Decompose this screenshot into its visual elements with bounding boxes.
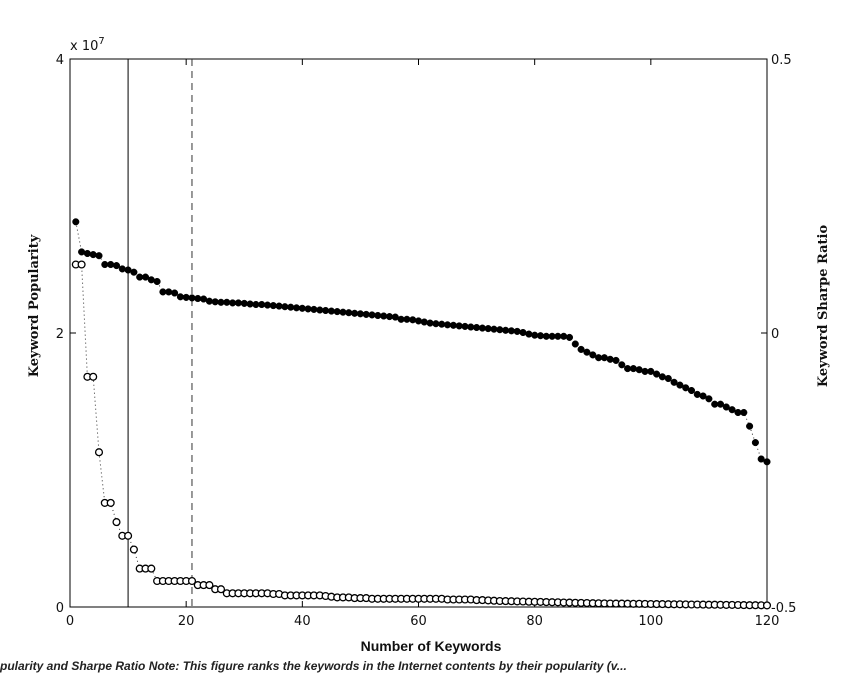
series-1-point [600, 354, 608, 362]
x-tick-label: 40 [294, 614, 311, 629]
series-1-point [757, 455, 765, 463]
series-1-point [763, 458, 771, 466]
series-1-point [107, 260, 115, 269]
series-1-point [420, 318, 428, 326]
series-1-point [141, 273, 150, 281]
series-1-point [565, 333, 574, 341]
series-1-point [682, 384, 690, 392]
series-1-point [414, 317, 423, 325]
series-0-point [77, 260, 86, 269]
series-0-point [187, 576, 197, 586]
series-1-point [513, 327, 521, 335]
series-1-point [658, 373, 666, 381]
series-1-point [606, 355, 614, 363]
series-1-point [165, 288, 173, 296]
series-1-point [577, 345, 585, 353]
y-right-tick-label: 0 [771, 327, 779, 342]
series-0-point [112, 518, 121, 527]
series-points [71, 218, 772, 610]
series-1-point [374, 311, 382, 320]
x-tick-label: 60 [410, 614, 427, 629]
series-1-point [705, 395, 713, 403]
series-1-point [728, 406, 736, 414]
series-1-point [519, 328, 527, 337]
series-1-point [653, 370, 661, 378]
series-1-point [693, 390, 701, 398]
series-1-point [612, 356, 620, 364]
y-left-tick-label: 2 [56, 327, 64, 342]
series-0-point [216, 585, 226, 594]
series-0-point [106, 498, 115, 507]
series-1-point [560, 332, 568, 340]
series-1-point [89, 251, 97, 259]
series-1-point [571, 340, 579, 348]
series-1-point [83, 249, 91, 258]
series-1-point [95, 252, 103, 260]
series-1-point [629, 365, 637, 373]
series-1-point [310, 305, 318, 313]
series-1-point [409, 316, 417, 324]
x-tick-label: 20 [178, 614, 195, 629]
tick-labels: 0 20 40 60 80 100 120 0 2 4 -0.5 0 0.5 [56, 53, 797, 629]
series-1-point [130, 268, 138, 276]
x-tick-label: 100 [638, 614, 663, 629]
series-0-point [205, 581, 214, 590]
series-1-point [234, 299, 242, 307]
series-1-point [589, 351, 597, 359]
figure-caption: pularity and Sharpe Ratio Note: This fig… [0, 659, 627, 673]
series-1-point [118, 265, 126, 273]
series-0-point [129, 545, 138, 554]
y-left-tick-label: 4 [56, 53, 64, 68]
x-tick-label: 120 [755, 614, 780, 629]
series-1-point [525, 330, 533, 338]
y-left-tick-label: 0 [56, 601, 64, 616]
series-0-point [89, 372, 98, 381]
series-1-point [740, 408, 748, 417]
series-1-point [153, 277, 161, 286]
series-1-point [618, 361, 626, 369]
x-tick-label: 0 [66, 614, 74, 629]
series-1-point [583, 348, 591, 356]
series-1-point [676, 381, 684, 389]
x-tick-label: 80 [526, 614, 543, 629]
series-0-point [147, 564, 156, 573]
series-1-point [687, 386, 696, 395]
series-1-point [443, 321, 452, 329]
series-1-point [664, 374, 672, 383]
y-right-tick-label: -0.5 [771, 601, 796, 616]
chart-figure: 0 20 40 60 80 100 120 0 2 4 -0.5 0 0.5 x 107 Number … [27, 36, 831, 654]
series-1-point [112, 262, 121, 270]
series-1-point [716, 400, 725, 408]
series-1-point [722, 403, 730, 411]
series-0-point [94, 448, 104, 457]
series-1-point [171, 289, 179, 297]
plot-frame [69, 58, 768, 608]
series-1-point [746, 422, 754, 430]
y-right-tick-label: 0.5 [771, 53, 792, 68]
series-1-point [751, 439, 759, 447]
series-0-point [124, 531, 133, 540]
series-1-point [78, 248, 86, 256]
exponent-label: x 107 [70, 36, 105, 54]
series-1-point [101, 260, 109, 269]
y-axis-left-title: Keyword Popularity [27, 234, 42, 377]
series-1-point [647, 367, 655, 375]
y-axis-right-title: Keyword Sharpe Ratio [816, 225, 831, 388]
series-1-point [670, 378, 678, 386]
x-axis-title: Number of Keywords [361, 638, 502, 654]
series-0-point [762, 601, 772, 610]
series-1-point [72, 218, 80, 226]
series-1-point [699, 392, 707, 400]
